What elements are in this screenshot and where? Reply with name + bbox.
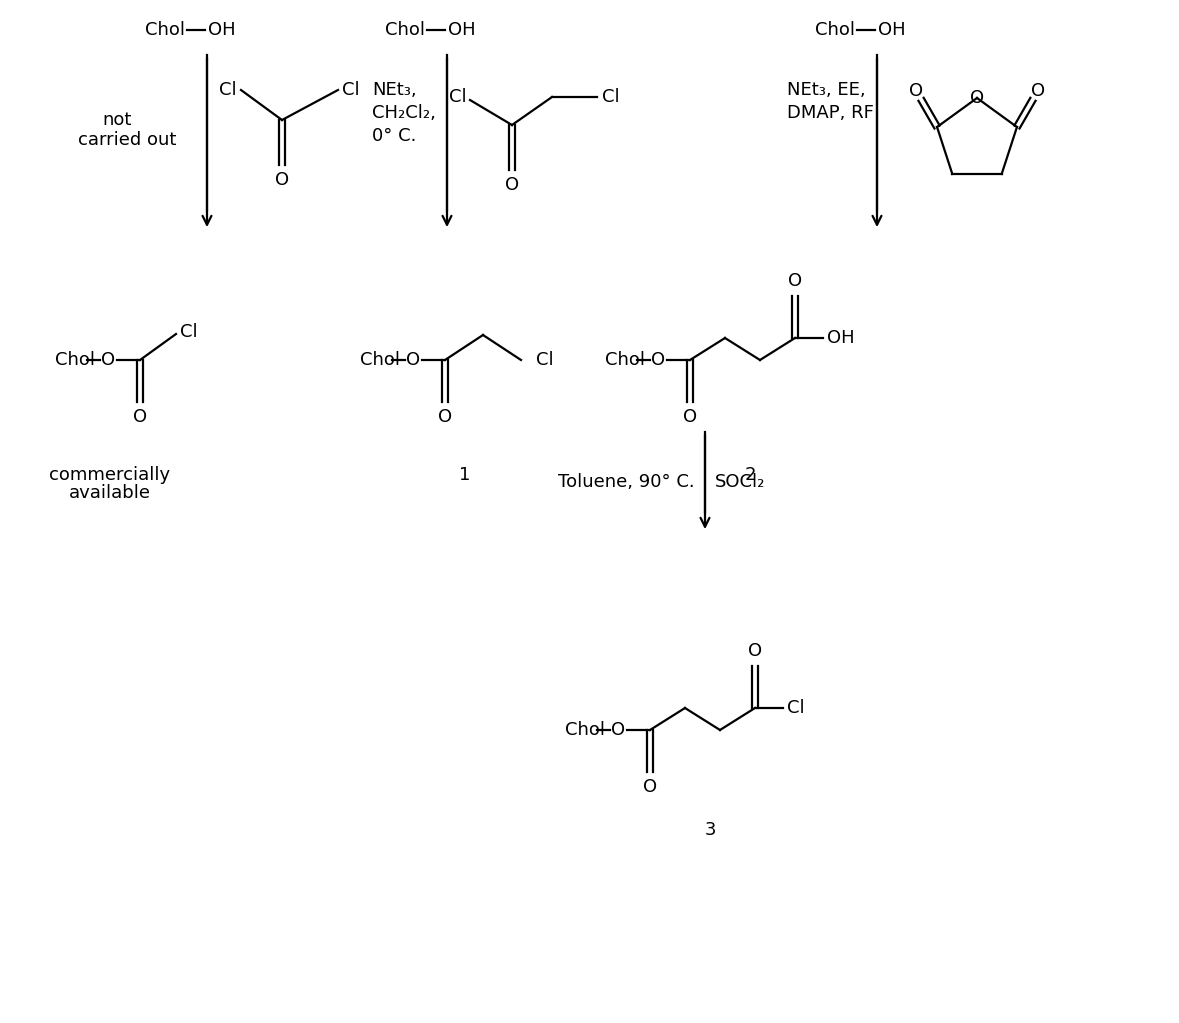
Text: OH: OH xyxy=(878,21,905,39)
Text: Chol: Chol xyxy=(565,721,605,739)
Text: OH: OH xyxy=(448,21,475,39)
Text: Chol: Chol xyxy=(605,351,645,369)
Text: O: O xyxy=(133,408,147,426)
Text: CH₂Cl₂,: CH₂Cl₂, xyxy=(373,104,436,122)
Text: Chol: Chol xyxy=(55,351,95,369)
Text: NEt₃, EE,: NEt₃, EE, xyxy=(788,81,865,99)
Text: O: O xyxy=(643,779,657,796)
Text: O: O xyxy=(275,171,289,189)
Text: O: O xyxy=(683,408,697,426)
Text: Cl: Cl xyxy=(219,81,237,99)
Text: Chol: Chol xyxy=(360,351,400,369)
Text: DMAP, RF: DMAP, RF xyxy=(788,104,874,122)
Text: O: O xyxy=(970,89,984,107)
Text: Cl: Cl xyxy=(602,88,620,106)
Text: O: O xyxy=(788,272,802,290)
Text: 0° C.: 0° C. xyxy=(373,127,416,145)
Text: Cl: Cl xyxy=(788,699,804,717)
Text: O: O xyxy=(909,82,923,99)
Text: Chol: Chol xyxy=(145,21,185,39)
Text: O: O xyxy=(437,408,452,426)
Text: commercially: commercially xyxy=(50,466,171,484)
Text: O: O xyxy=(101,351,116,369)
Text: O: O xyxy=(747,642,762,660)
Text: Chol: Chol xyxy=(815,21,855,39)
Text: 3: 3 xyxy=(704,821,716,839)
Text: O: O xyxy=(611,721,625,739)
Text: Toluene, 90° C.: Toluene, 90° C. xyxy=(559,473,694,491)
Text: 1: 1 xyxy=(460,466,470,484)
Text: SOCl₂: SOCl₂ xyxy=(714,473,765,491)
Text: Chol: Chol xyxy=(386,21,424,39)
Text: O: O xyxy=(406,351,420,369)
Text: carried out: carried out xyxy=(78,131,176,149)
Text: NEt₃,: NEt₃, xyxy=(373,81,416,99)
Text: OH: OH xyxy=(826,329,855,347)
Text: 2: 2 xyxy=(744,466,756,484)
Text: OH: OH xyxy=(208,21,236,39)
Text: O: O xyxy=(651,351,665,369)
Text: Cl: Cl xyxy=(449,88,467,106)
Text: O: O xyxy=(505,176,519,194)
Text: Cl: Cl xyxy=(180,323,198,341)
Text: Cl: Cl xyxy=(342,81,360,99)
Text: not: not xyxy=(103,112,132,129)
Text: Cl: Cl xyxy=(536,351,554,369)
Text: O: O xyxy=(1030,82,1045,99)
Text: available: available xyxy=(70,484,151,502)
